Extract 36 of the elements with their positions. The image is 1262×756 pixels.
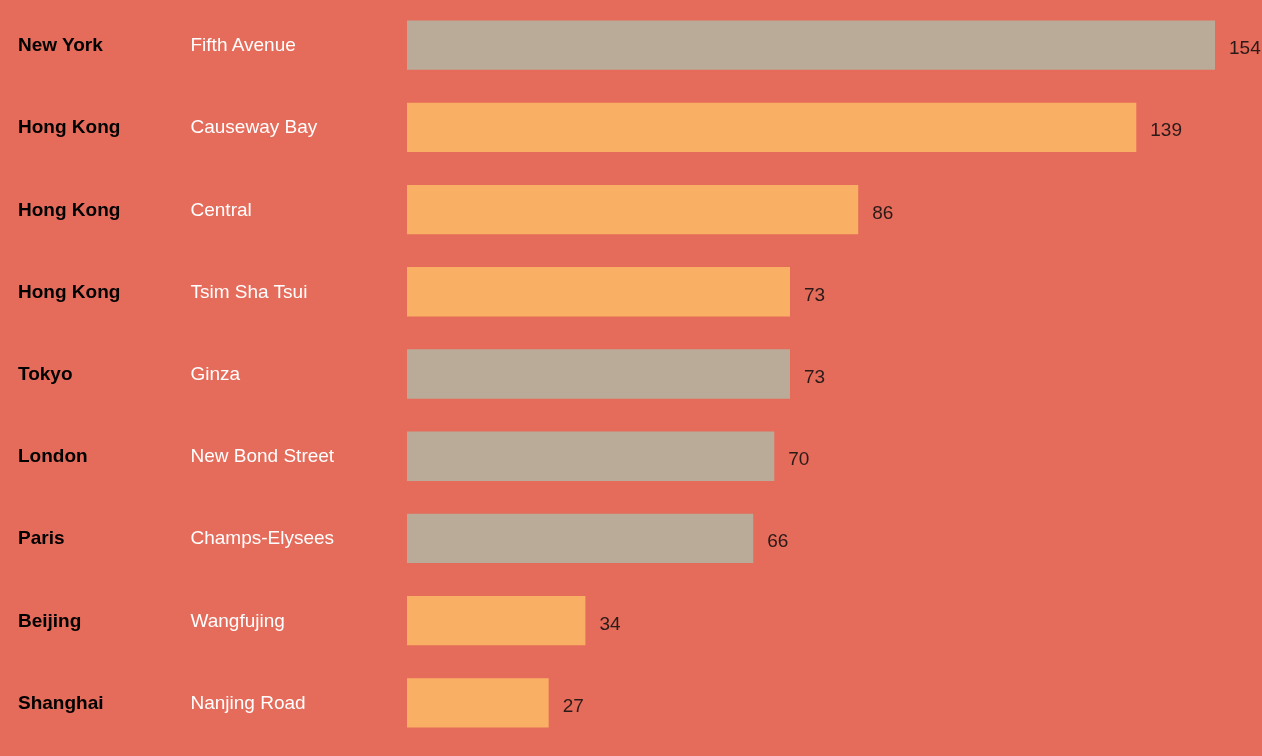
data-label: 34 bbox=[599, 612, 621, 634]
bar bbox=[407, 431, 775, 481]
data-label: 73 bbox=[804, 366, 826, 387]
text: London bbox=[18, 445, 88, 467]
bar bbox=[407, 102, 1137, 152]
data-label: 139 bbox=[1150, 119, 1182, 141]
bar bbox=[407, 267, 791, 317]
text: Hong Kong bbox=[18, 116, 121, 138]
data-label: 86 bbox=[872, 201, 894, 223]
text: Beijing bbox=[18, 609, 82, 631]
y-tick-label: Fifth Avenue bbox=[190, 34, 296, 56]
bar bbox=[407, 513, 754, 564]
y-tick-label: Wangfujing bbox=[190, 609, 285, 631]
text: New York bbox=[18, 34, 104, 56]
text: Hong Kong bbox=[18, 198, 121, 220]
y-tick-label: New Bond Street bbox=[190, 445, 335, 467]
y-tick-label: Causeway Bay bbox=[190, 116, 318, 138]
bar bbox=[407, 678, 549, 728]
data-label: 27 bbox=[562, 694, 584, 716]
text: Tokyo bbox=[18, 363, 73, 384]
data-label: 70 bbox=[788, 448, 810, 470]
y-tick-label: Ginza bbox=[190, 363, 241, 384]
y-tick-label: Tsim Sha Tsui bbox=[190, 280, 308, 302]
data-label: 66 bbox=[767, 530, 789, 552]
text: Shanghai bbox=[18, 691, 104, 713]
y-tick-label: Central bbox=[190, 198, 252, 220]
y-tick-label: Nanjing Road bbox=[190, 691, 306, 713]
bar bbox=[407, 349, 791, 399]
text: Hong Kong bbox=[18, 280, 121, 302]
data-label: 73 bbox=[804, 283, 826, 305]
bar bbox=[407, 596, 586, 646]
bar bbox=[407, 184, 859, 235]
bar bbox=[407, 20, 1215, 70]
data-label: 154 bbox=[1229, 37, 1262, 59]
y-tick-label: Champs-Elysees bbox=[190, 527, 335, 549]
text: Paris bbox=[18, 527, 65, 549]
